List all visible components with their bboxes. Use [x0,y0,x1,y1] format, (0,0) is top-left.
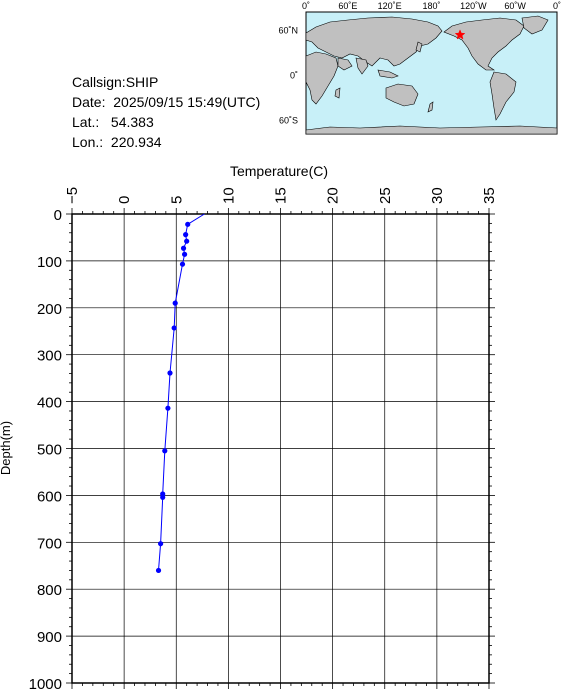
y-tick-label: 100 [37,254,62,271]
y-tick-label: 500 [37,442,62,459]
y-tick-label: 800 [37,582,62,599]
data-point [183,232,189,238]
map-lon-label: 120˚E [378,1,402,11]
land-africa [305,51,339,105]
station-info: Callsign:SHIP Date: 2025/09/15 15:49(UTC… [72,72,260,152]
map-lat-label: 60˚N [278,26,298,36]
data-point [162,448,168,454]
y-tick-label: 400 [37,395,62,412]
map-lon-label: 180˚ [422,1,440,11]
data-point [171,325,177,331]
land-arabia [337,57,353,71]
temperature-profile [155,213,205,574]
temperature-depth-chart: Temperature(C) −5 0 5 10 15 20 25 30 35 01002003… [0,163,498,690]
data-point [181,251,188,257]
y-tick-label: 1000 [29,676,62,690]
land-madagascar [334,87,341,99]
x-axis-title: Temperature(C) [230,163,328,179]
x-tick-label: 25 [377,187,394,204]
y-tick-label: 700 [37,535,62,552]
star-icon [454,29,466,40]
y-tick-label: 900 [37,629,62,646]
land-indonesia [377,69,399,79]
map-lon-label: 60˚W [504,1,526,11]
land-japan [415,41,423,53]
y-tick-label: 300 [37,348,62,365]
plot-grid [71,213,490,684]
map-lat-label: 60˚S [279,116,298,126]
land-greenland [521,15,549,35]
x-tick-label: −5 [64,187,81,204]
x-tick-labels: −5 0 5 10 15 20 25 30 35 [64,187,498,204]
longitude-text: Lon.: 220.934 [72,134,162,150]
land-south-america [489,71,517,121]
map-latitude-labels: 60˚N 0˚ 60˚S [278,26,298,126]
latitude-text: Lat.: 54.383 [72,114,154,130]
data-point [172,300,178,306]
map-lon-label: 60˚E [338,1,357,11]
x-tick-label: 20 [325,187,342,204]
x-tick-label: 5 [168,196,185,204]
x-tick-label: 30 [429,187,446,204]
location-map: 0˚ 60˚E 120˚E 180˚ 120˚W 60˚W 0˚ 60˚N 0˚ 60˚S [278,1,561,135]
land-india [355,57,369,75]
map-longitude-labels: 0˚ 60˚E 120˚E 180˚ 120˚W 60˚W 0˚ [302,1,561,11]
x-tick-label: 15 [273,187,290,204]
y-tick-label: 600 [37,488,62,505]
y-tick-label: 200 [37,301,62,318]
data-point [158,541,164,547]
map-land [305,15,558,135]
data-point [167,370,173,376]
land-antarctica [305,125,558,135]
land-eurasia [305,16,443,67]
data-point [155,567,162,574]
minor-ticks [66,208,495,689]
ship-location-marker [454,29,466,40]
y-tick-label: 0 [54,207,62,224]
data-point [179,261,186,267]
y-axis-title: Depth(m) [0,421,13,475]
x-tick-label: 10 [220,187,237,204]
data-point [165,405,171,411]
map-lon-label: 0˚ [553,1,561,11]
x-tick-label: 0 [116,196,133,204]
temperature-profile-line [158,213,205,571]
y-tick-labels: 0 100 200 300 400 500 600 700 800 900 1000 [29,207,62,690]
callsign-text: Callsign:SHIP [72,74,159,90]
date-text: Date: 2025/09/15 15:49(UTC) [72,94,261,110]
data-point [184,238,190,244]
land-new-zealand [427,101,434,113]
map-lat-label: 0˚ [290,71,298,81]
map-lon-label: 120˚W [460,1,487,11]
x-tick-label: 35 [481,187,498,204]
land-australia [385,83,419,107]
data-point [180,245,187,251]
map-lon-label: 0˚ [302,1,310,11]
land-north-america [443,17,525,71]
data-point [160,494,166,500]
data-point [185,221,191,227]
